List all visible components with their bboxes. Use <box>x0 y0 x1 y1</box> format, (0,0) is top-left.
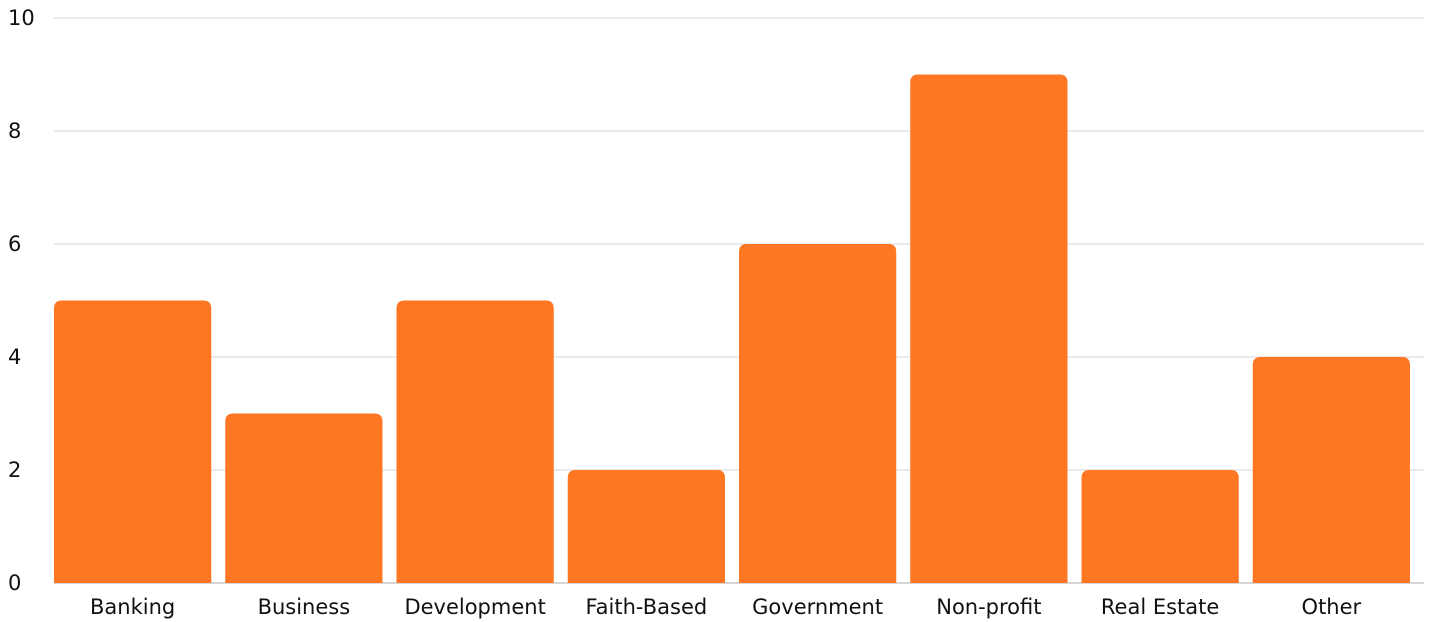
bar-other <box>1252 357 1410 583</box>
bar-banking <box>54 300 212 583</box>
y-tick-label: 6 <box>8 232 21 256</box>
bar-development <box>396 300 554 583</box>
x-tick-label: Other <box>1302 595 1362 619</box>
x-tick-label: Business <box>258 595 351 619</box>
y-tick-label: 2 <box>8 458 21 482</box>
x-axis: Banking Business Development Faith-Based Gov… <box>90 595 1362 619</box>
bar-faith-based <box>567 470 725 583</box>
x-tick-label: Banking <box>90 595 175 619</box>
bar-real-estate <box>1081 470 1239 583</box>
bars <box>54 74 1410 583</box>
y-axis: 0 2 4 6 8 10 <box>8 6 35 595</box>
x-tick-label: Government <box>752 595 883 619</box>
y-tick-label: 4 <box>8 345 21 369</box>
bar-business <box>225 413 383 583</box>
x-tick-label: Faith-Based <box>586 595 708 619</box>
bar-non-profit <box>910 74 1068 583</box>
x-tick-label: Development <box>404 595 545 619</box>
x-tick-label: Real Estate <box>1101 595 1219 619</box>
y-tick-label: 10 <box>8 6 35 30</box>
y-tick-label: 8 <box>8 119 21 143</box>
bar-government <box>739 244 897 583</box>
y-tick-label: 0 <box>8 571 21 595</box>
x-tick-label: Non-profit <box>936 595 1041 619</box>
